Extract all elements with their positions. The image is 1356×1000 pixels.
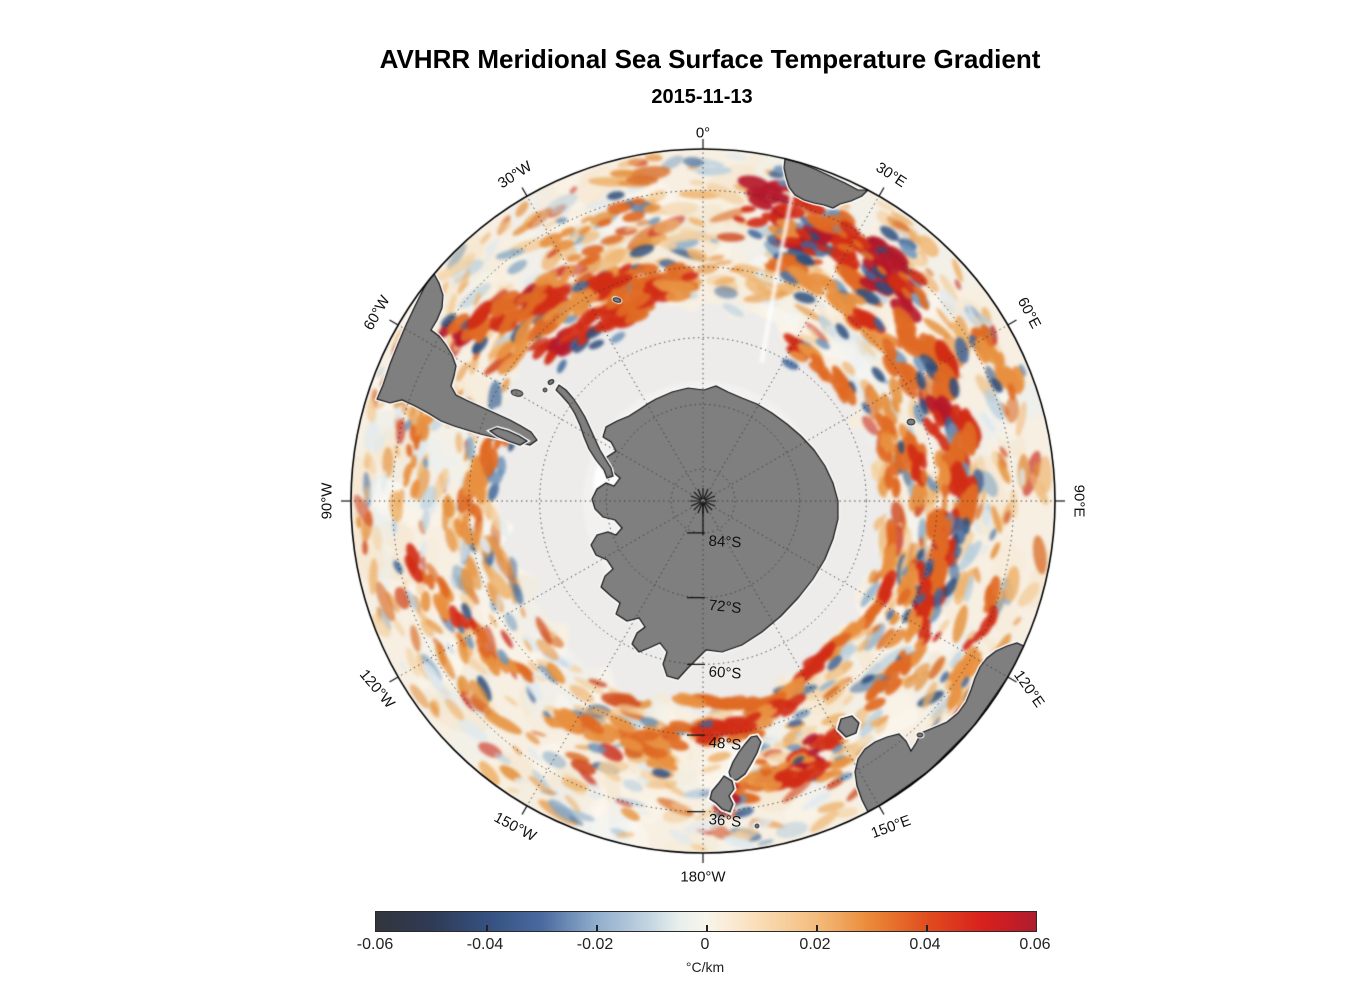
colorbar-tick-label-0.02: 0.02 <box>799 936 831 953</box>
colorbar-tick-label-0.04: 0.04 <box>909 936 941 953</box>
colorbar-unit-label: °C/km <box>685 959 725 975</box>
colorbar-gradient <box>376 912 1036 931</box>
parallel-label-48S: 48°S <box>707 734 743 754</box>
colorbar-tick <box>926 925 928 931</box>
parallel-label-84S: 84°S <box>708 532 742 552</box>
colorbar-tick-labels: -0.06 -0.04 -0.02 0 0.02 0.04 0.06 <box>357 936 1051 956</box>
meridian-label-90E: 90°E <box>1070 484 1088 518</box>
figure-title: AVHRR Meridional Sea Surface Temperature… <box>379 44 1041 74</box>
meridian-label-180W: 180°W <box>680 868 726 886</box>
meridian-label-0: 0° <box>695 124 711 142</box>
colorbar-tick <box>596 925 598 931</box>
parallel-label-60S: 60°S <box>708 663 742 683</box>
colorbar-tick-label--0.02: -0.02 <box>576 936 614 953</box>
colorbar <box>375 911 1037 932</box>
meridian-label-90W: 90°W <box>318 482 336 520</box>
colorbar-tick <box>706 925 708 931</box>
colorbar-tick-label--0.06: -0.06 <box>356 936 394 953</box>
parallel-label-36S: 36°S <box>707 810 743 831</box>
colorbar-tick-label--0.04: -0.04 <box>466 936 504 953</box>
colorbar-tick-label-0: 0 <box>700 936 710 953</box>
colorbar-tick <box>486 925 488 931</box>
colorbar-tick-label-0.06: 0.06 <box>1019 936 1051 953</box>
figure-subtitle: 2015-11-13 <box>651 86 753 108</box>
parallel-label-72S: 72°S <box>707 596 743 617</box>
colorbar-tick <box>816 925 818 931</box>
